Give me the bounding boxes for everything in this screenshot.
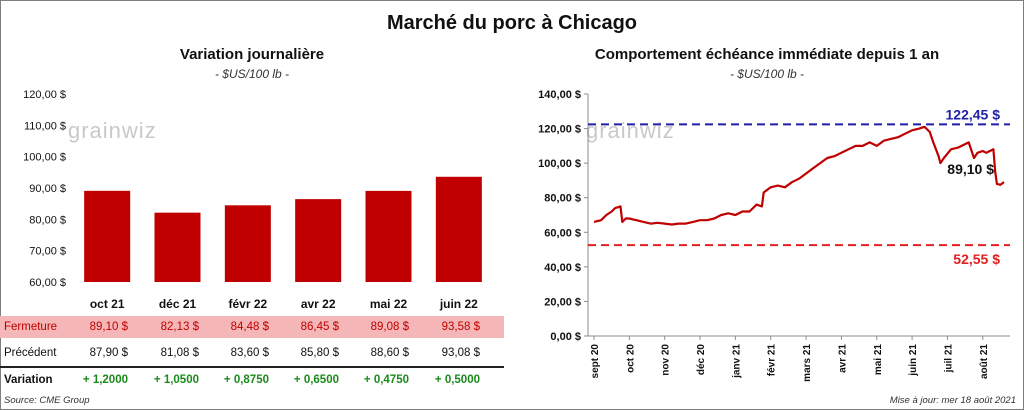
y-tick-label: 60,00 $	[29, 277, 66, 289]
y-tick-label: 60,00 $	[544, 227, 581, 239]
left-subtitle: Variation journalière	[179, 46, 325, 63]
x-tick-label: juin 21	[908, 344, 919, 377]
high-label: 122,45 $	[946, 106, 1001, 122]
y-tick-label: 0,00 $	[550, 331, 581, 343]
bar	[224, 205, 271, 282]
close-row: Fermeture 89,10 $ 82,13 $ 84,48 $ 86,45 …	[0, 316, 504, 338]
y-tick-label: 70,00 $	[29, 246, 66, 258]
bar	[365, 190, 412, 282]
left-watermark: grainwiz	[68, 118, 157, 143]
last-value-label: 89,10 $	[947, 161, 994, 177]
close-cell: 86,45 $	[300, 321, 339, 333]
var-row: Variation + 1,2000 + 1,0500 + 0,8750 + 0…	[0, 369, 504, 391]
bar	[84, 190, 131, 282]
bar	[435, 176, 482, 282]
update-note: Mise à jour: mer 18 août 2021	[889, 395, 1016, 406]
var-cell: + 1,0500	[153, 374, 199, 386]
y-tick-label: 100,00 $	[23, 152, 66, 164]
prev-row: Précédent 87,90 $ 81,08 $ 83,60 $ 85,80 …	[0, 342, 504, 364]
bar	[295, 199, 342, 282]
x-tick-label: oct 21	[90, 297, 125, 311]
page-title: Marché du porc à Chicago	[386, 12, 638, 34]
y-tick-label: 20,00 $	[544, 296, 581, 308]
x-tick-label: mai 22	[370, 297, 408, 311]
y-tick-label: 40,00 $	[544, 262, 581, 274]
var-cell: + 1,2000	[82, 374, 128, 386]
x-tick-label: juil 21	[943, 344, 954, 374]
prev-cell: 81,08 $	[160, 347, 199, 359]
close-cell: 82,13 $	[160, 321, 199, 333]
x-tick-label: oct 20	[625, 344, 636, 373]
right-watermark: grainwiz	[586, 118, 675, 143]
table-divider	[0, 366, 504, 368]
x-tick-label: janv 21	[731, 344, 742, 379]
y-tick-label: 140,00 $	[538, 89, 581, 101]
prev-cell: 87,90 $	[89, 347, 128, 359]
prev-cell: 83,60 $	[230, 347, 269, 359]
line-chart: 0,00 $ 20,00 $ 40,00 $ 60,00 $ 80,00 $ 100,00…	[538, 89, 1010, 382]
x-tick-label: août 21	[979, 344, 990, 379]
low-label: 52,55 $	[953, 251, 1000, 267]
var-cell: + 0,5000	[434, 374, 480, 386]
close-row-label: Fermeture	[4, 321, 58, 333]
x-tick-label: avr 21	[837, 344, 848, 373]
bar	[154, 212, 201, 282]
x-tick-label: mars 21	[802, 344, 813, 382]
x-tick-label: déc 20	[696, 344, 707, 376]
x-tick-label: févr 21	[767, 344, 778, 377]
x-tick-label: févr 22	[228, 297, 267, 311]
prev-cell: 88,60 $	[370, 347, 409, 359]
var-cell: + 0,6500	[293, 374, 339, 386]
prev-cell: 85,80 $	[300, 347, 339, 359]
price-series-line	[593, 125, 1005, 226]
var-cell: + 0,4750	[363, 374, 409, 386]
prev-row-label: Précédent	[4, 347, 57, 359]
left-unit: - $US/100 lb -	[214, 67, 290, 81]
y-tick-label: 120,00 $	[538, 124, 581, 136]
x-tick-label: nov 20	[661, 344, 672, 376]
x-tick-label: sept 20	[590, 344, 601, 379]
prev-cell: 93,08 $	[441, 347, 480, 359]
var-row-label: Variation	[4, 374, 53, 386]
right-unit: - $US/100 lb -	[729, 67, 805, 81]
close-cell: 84,48 $	[230, 321, 269, 333]
x-tick-label: déc 21	[159, 297, 197, 311]
y-tick-label: 80,00 $	[544, 193, 581, 205]
y-tick-label: 90,00 $	[29, 183, 66, 195]
x-tick-label: juin 22	[439, 297, 478, 311]
y-tick-label: 120,00 $	[23, 89, 66, 101]
y-tick-label: 110,00 $	[24, 120, 66, 132]
y-tick-label: 100,00 $	[538, 158, 581, 170]
source-note: Source: CME Group	[4, 395, 90, 406]
right-subtitle: Comportement échéance immédiate depuis 1…	[594, 46, 940, 63]
x-tick-label: mai 21	[873, 344, 884, 376]
y-tick-label: 80,00 $	[29, 214, 66, 226]
var-cell: + 0,8750	[223, 374, 269, 386]
close-cell: 89,08 $	[370, 321, 409, 333]
close-cell: 89,10 $	[89, 321, 128, 333]
close-cell: 93,58 $	[441, 321, 480, 333]
x-tick-label: avr 22	[301, 297, 336, 311]
bar-chart: 60,00 $ 70,00 $ 80,00 $ 90,00 $ 100,00 $ 110,…	[23, 89, 482, 311]
